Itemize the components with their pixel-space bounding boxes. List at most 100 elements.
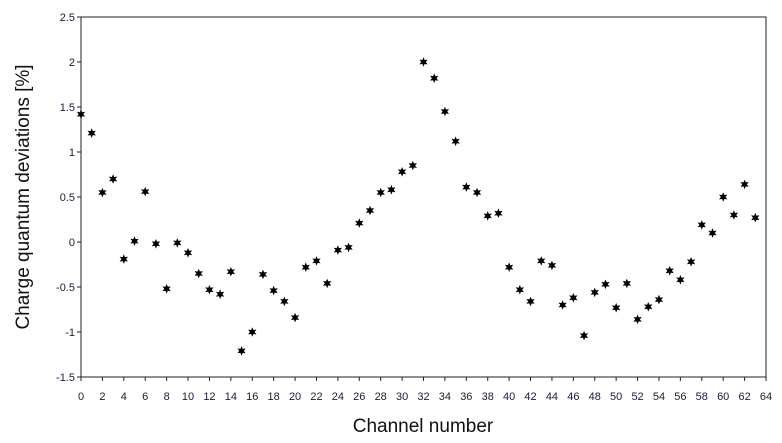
x-tick-label: 36: [460, 391, 472, 403]
x-tick-label: 30: [396, 391, 408, 403]
x-tick-label: 54: [653, 391, 665, 403]
x-tick-label: 12: [203, 391, 215, 403]
data-point: [162, 284, 171, 294]
data-point: [419, 57, 428, 67]
data-point: [119, 254, 128, 264]
x-tick-label: 2: [99, 391, 105, 403]
data-point: [76, 109, 86, 119]
data-point: [633, 314, 642, 325]
data-point: [708, 228, 717, 238]
data-point: [644, 302, 653, 312]
data-point: [141, 186, 150, 197]
x-tick-label: 50: [610, 391, 622, 403]
data-point: [665, 266, 674, 276]
data-point: [130, 236, 139, 246]
data-point: [719, 192, 728, 202]
data-point: [269, 285, 278, 296]
data-point: [323, 278, 332, 289]
data-point: [87, 128, 96, 138]
data-point: [151, 239, 161, 249]
data-point: [558, 300, 567, 310]
y-tick-label: -1.5: [56, 372, 75, 384]
data-point: [215, 289, 225, 299]
y-tick-label: 0: [69, 237, 75, 249]
x-tick-label: 52: [631, 391, 643, 403]
data-point: [173, 238, 182, 248]
x-tick-label: 64: [760, 391, 772, 403]
x-tick-label: 40: [503, 391, 515, 403]
data-point: [462, 182, 471, 192]
data-point: [440, 106, 450, 117]
x-tick-label: 14: [225, 391, 237, 403]
data-point: [344, 242, 353, 253]
data-point: [301, 262, 310, 272]
x-tick-label: 10: [182, 391, 194, 403]
data-point: [483, 211, 492, 221]
x-tick-label: 24: [332, 391, 344, 403]
data-point: [108, 174, 118, 184]
data-point: [333, 245, 343, 255]
x-tick-label: 16: [246, 391, 258, 403]
x-tick-label: 56: [674, 391, 686, 403]
data-point: [612, 302, 621, 313]
data-point: [654, 294, 664, 305]
x-tick-label: 22: [310, 391, 322, 403]
data-point: [579, 330, 589, 341]
data-point: [751, 212, 760, 223]
x-tick-label: 20: [289, 391, 301, 403]
x-tick-label: 18: [268, 391, 280, 403]
data-point: [676, 275, 685, 285]
data-point: [430, 73, 439, 83]
x-tick-label: 62: [738, 391, 750, 403]
data-points: [76, 57, 760, 356]
data-point: [472, 187, 482, 198]
x-tick-label: 34: [439, 391, 451, 403]
data-point: [98, 187, 107, 198]
data-point: [547, 260, 557, 271]
x-tick-label: 26: [353, 391, 365, 403]
data-point: [537, 256, 546, 266]
x-tick-label: 46: [567, 391, 579, 403]
data-point: [504, 262, 514, 272]
data-point: [494, 208, 503, 218]
data-point: [740, 179, 749, 190]
data-point: [526, 296, 535, 307]
data-point: [376, 187, 385, 198]
data-point: [248, 327, 257, 337]
x-tick-label: 44: [546, 391, 558, 403]
x-tick-label: 32: [417, 391, 429, 403]
data-point: [183, 248, 193, 258]
data-point: [451, 136, 460, 146]
data-point: [355, 218, 364, 228]
x-tick-label: 0: [78, 391, 84, 403]
data-point: [569, 293, 578, 303]
data-point: [194, 268, 203, 279]
data-point: [408, 160, 417, 171]
data-point: [686, 257, 696, 267]
x-axis-ticks: 0 2 4 6 8 10 12 14 16 18 20 22 24 26 28 30 32 34 36 38 40 42 4…: [78, 377, 772, 403]
y-tick-label: 1: [69, 147, 75, 159]
x-tick-label: 38: [482, 391, 494, 403]
x-tick-label: 6: [142, 391, 148, 403]
y-axis-ticks: -1.5 -1 -0.5 0 0.5 1 1.5 2 2.5: [56, 12, 81, 384]
data-point: [590, 287, 599, 298]
y-tick-label: 2: [69, 57, 75, 69]
data-point: [205, 284, 214, 295]
y-tick-label: 0.5: [60, 192, 75, 204]
y-tick-label: -1: [65, 327, 75, 339]
data-point: [280, 296, 289, 307]
x-tick-label: 8: [164, 391, 170, 403]
data-point: [237, 346, 246, 356]
data-point: [729, 210, 739, 220]
y-tick-label: -0.5: [56, 282, 75, 294]
data-point: [258, 269, 268, 280]
data-point: [397, 167, 407, 177]
data-point: [387, 185, 396, 195]
x-tick-label: 60: [717, 391, 729, 403]
data-point: [226, 266, 235, 277]
data-point: [601, 279, 610, 290]
y-axis-label: Charge quantum deviations [%]: [13, 64, 34, 329]
x-tick-label: 28: [375, 391, 387, 403]
data-point: [312, 256, 321, 266]
